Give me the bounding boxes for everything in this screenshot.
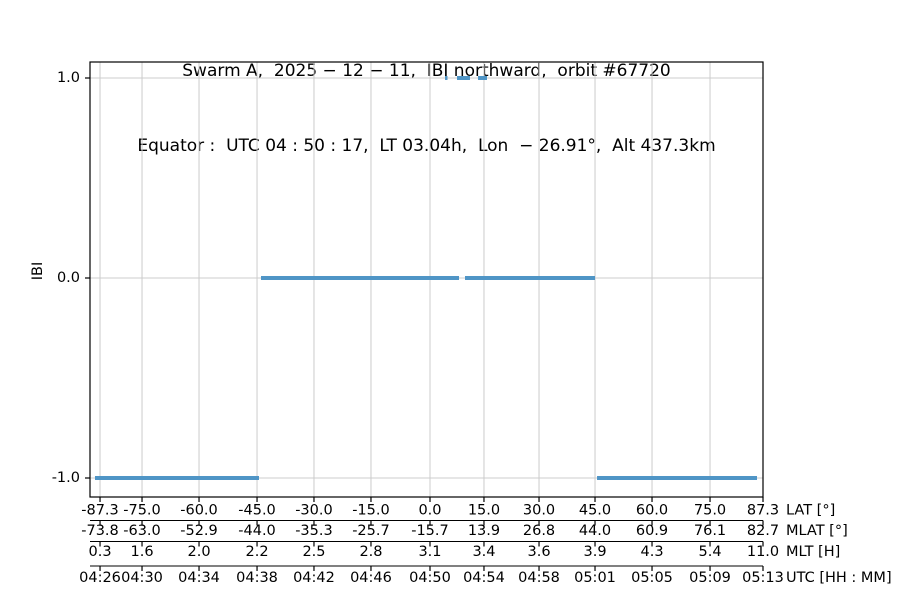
x-tick-label-mlat: -63.0 [123, 523, 161, 539]
x-tick-label-mlat: -73.8 [81, 523, 119, 539]
x-tick-label-utc: 04:42 [293, 570, 335, 586]
x-tick-label-lat: 30.0 [523, 503, 555, 519]
chart-title: Swarm A, 2025 − 12 − 11, IBI northward, … [182, 61, 671, 81]
x-tick-label-lat: -30.0 [295, 503, 333, 519]
x-tick-label-lat: -75.0 [123, 503, 161, 519]
x-tick-label-lat: 15.0 [468, 503, 500, 519]
x-tick-label-lat: -45.0 [238, 503, 276, 519]
x-tick-label-utc: 04:58 [518, 570, 560, 586]
x-tick-label-mlt: 2.5 [302, 544, 325, 560]
y-tick-label: 0.0 [57, 270, 80, 286]
x-tick-label-utc: 04:30 [121, 570, 163, 586]
x-tick-label-utc: 04:50 [409, 570, 451, 586]
plot-frame [89, 61, 764, 498]
x-tick-label-lat: -60.0 [180, 503, 218, 519]
chart-title-block: Swarm A, 2025 − 12 − 11, IBI northward, … [90, 9, 763, 209]
x-tick-label-mlat: 26.8 [523, 523, 555, 539]
x-tick-label-mlt: 3.6 [527, 544, 550, 560]
x-tick-label-mlt: 0.3 [88, 544, 111, 560]
x-tick-label-utc: 04:38 [236, 570, 278, 586]
x-tick-label-mlat: 82.7 [747, 523, 779, 539]
x-tick-label-mlt: 5.4 [699, 544, 722, 560]
chart-subtitle: Equator : UTC 04 : 50 : 17, LT 03.04h, L… [137, 136, 716, 156]
x-tick-label-utc: 05:05 [631, 570, 673, 586]
x-tick-label-utc: 04:34 [178, 570, 220, 586]
x-tick-label-lat: 60.0 [636, 503, 668, 519]
x-row-caption-mlat: MLAT [°] [786, 523, 848, 539]
x-tick-label-lat: -87.3 [81, 503, 119, 519]
x-tick-label-lat: 45.0 [579, 503, 611, 519]
x-tick-label-lat: 75.0 [694, 503, 726, 519]
x-tick-label-mlt: 3.1 [418, 544, 441, 560]
x-tick-label-mlt: 2.0 [187, 544, 210, 560]
x-tick-label-mlt: 3.4 [472, 544, 495, 560]
y-axis-label: IBI [30, 262, 46, 281]
x-tick-label-mlat: -25.7 [352, 523, 390, 539]
x-tick-label-mlat: -44.0 [238, 523, 276, 539]
x-tick-label-mlat: -52.9 [180, 523, 218, 539]
x-tick-label-utc: 05:13 [742, 570, 784, 586]
x-tick-label-utc: 04:46 [350, 570, 392, 586]
x-row-caption-lat: LAT [°] [786, 503, 835, 519]
x-tick-label-mlt: 11.0 [747, 544, 779, 560]
x-tick-label-utc: 04:26 [79, 570, 121, 586]
x-tick-label-mlt: 3.9 [583, 544, 606, 560]
x-row-caption-utc: UTC [HH : MM] [786, 570, 892, 586]
y-tick-label: 1.0 [57, 70, 80, 86]
x-tick-label-mlt: 1.6 [130, 544, 153, 560]
x-tick-label-mlt: 2.2 [246, 544, 269, 560]
x-tick-label-mlat: 76.1 [694, 523, 726, 539]
x-tick-label-lat: 87.3 [747, 503, 779, 519]
y-tick-label: -1.0 [52, 470, 80, 486]
x-tick-label-mlat: -15.7 [411, 523, 449, 539]
x-tick-label-lat: 0.0 [418, 503, 441, 519]
x-tick-label-mlt: 2.8 [359, 544, 382, 560]
x-tick-label-lat: -15.0 [352, 503, 390, 519]
x-tick-label-mlat: 13.9 [468, 523, 500, 539]
x-tick-label-utc: 05:01 [574, 570, 616, 586]
x-tick-label-mlat: -35.3 [295, 523, 333, 539]
x-tick-label-utc: 04:54 [463, 570, 505, 586]
x-tick-label-mlat: 44.0 [579, 523, 611, 539]
x-tick-label-utc: 05:09 [689, 570, 731, 586]
x-tick-label-mlat: 60.9 [636, 523, 668, 539]
x-row-caption-mlt: MLT [H] [786, 544, 840, 560]
x-tick-label-mlt: 4.3 [640, 544, 663, 560]
